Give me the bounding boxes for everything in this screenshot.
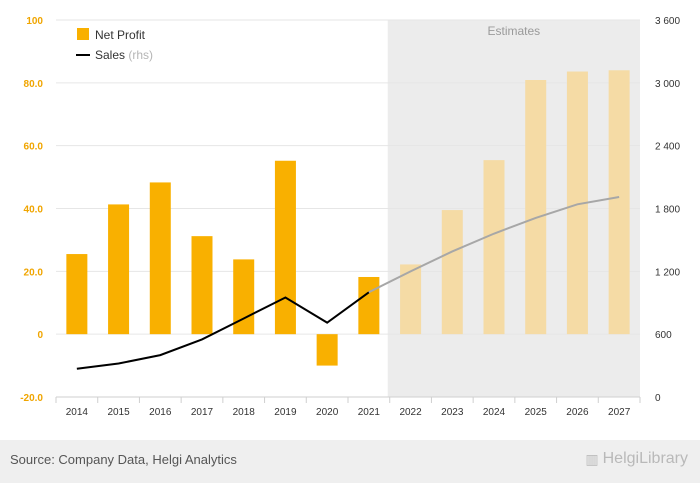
- right-axis-ticks: 0 600 1 200 1 800 2 400 3 000 3 600: [655, 16, 680, 404]
- legend-sales-suffix: (rhs): [128, 48, 153, 62]
- x-tick-label: 2022: [399, 407, 422, 418]
- net-profit-bar: [566, 71, 588, 335]
- net-profit-bar: [149, 182, 171, 335]
- legend-label-net-profit: Net Profit: [95, 28, 146, 42]
- left-axis-ticks: -20.0 0 20.0 40.0 60.0 80.0 100: [20, 16, 43, 404]
- left-tick-label: 20.0: [24, 267, 44, 278]
- x-tick-label: 2024: [483, 407, 506, 418]
- left-tick-label: 100: [26, 16, 43, 27]
- legend-label-sales: Sales (rhs): [95, 48, 153, 62]
- left-tick-label: 60.0: [24, 142, 44, 153]
- net-profit-bar: [66, 254, 88, 335]
- source-note: Source: Company Data, Helgi Analytics: [10, 452, 237, 467]
- estimates-label: Estimates: [488, 24, 541, 38]
- x-tick-label: 2016: [149, 407, 172, 418]
- left-tick-label: 40.0: [24, 205, 44, 216]
- net-profit-bar: [525, 80, 547, 335]
- net-profit-bar: [400, 264, 422, 335]
- right-tick-label: 2 400: [655, 142, 680, 153]
- net-profit-bar: [316, 334, 338, 366]
- left-tick-label: -20.0: [20, 393, 43, 404]
- x-tick-label: 2014: [66, 407, 89, 418]
- net-profit-bar: [483, 160, 505, 335]
- library-icon: ▥: [585, 450, 599, 467]
- x-tick-label: 2019: [274, 407, 297, 418]
- legend-swatch-net-profit: [77, 28, 89, 40]
- net-profit-bar: [441, 210, 463, 335]
- right-tick-label: 1 800: [655, 205, 680, 216]
- net-profit-bar: [608, 70, 630, 335]
- x-tick-label: 2020: [316, 407, 339, 418]
- x-tick-label: 2023: [441, 407, 464, 418]
- right-tick-label: 0: [655, 393, 661, 404]
- net-profit-bar: [274, 160, 296, 335]
- net-profit-bars: [66, 70, 630, 366]
- net-profit-bar: [108, 204, 130, 335]
- x-tick-label: 2017: [191, 407, 214, 418]
- combo-chart: Estimates -20.0 0 20.0 40.0 60.0 80.0 100 0 600…: [20, 16, 680, 418]
- right-tick-label: 3 600: [655, 16, 680, 27]
- x-tick-label: 2021: [358, 407, 381, 418]
- right-tick-label: 3 000: [655, 79, 680, 90]
- x-tick-label: 2018: [233, 407, 256, 418]
- net-profit-bar: [191, 236, 213, 335]
- sales-line-estimate: [368, 195, 620, 294]
- brand-text: HelgiLibrary: [602, 450, 688, 467]
- sales-line-actual: [76, 291, 370, 370]
- x-axis-ticks: 2014 2015 2016 2017 2018 2019 2020 2021 2022 2023…: [55, 397, 641, 418]
- x-tick-label: 2027: [608, 407, 631, 418]
- footer: Source: Company Data, Helgi Analytics ▥ …: [0, 440, 700, 483]
- right-tick-label: 1 200: [655, 267, 680, 278]
- sales-line: [76, 195, 620, 370]
- legend-sales-name: Sales: [95, 48, 125, 62]
- x-tick-label: 2026: [566, 407, 589, 418]
- brand-logo: ▥ HelgiLibrary: [585, 450, 688, 468]
- left-tick-label: 80.0: [24, 79, 44, 90]
- right-tick-label: 600: [655, 330, 672, 341]
- x-tick-label: 2025: [525, 407, 548, 418]
- legend: Net Profit Sales (rhs): [76, 28, 153, 62]
- x-tick-label: 2015: [107, 407, 130, 418]
- net-profit-bar: [358, 276, 380, 335]
- left-tick-label: 0: [37, 330, 43, 341]
